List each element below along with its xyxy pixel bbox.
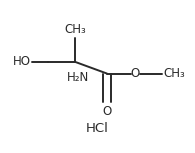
Text: HO: HO bbox=[13, 55, 31, 68]
Text: H₂N: H₂N bbox=[67, 71, 90, 84]
Text: O: O bbox=[102, 105, 112, 118]
Text: O: O bbox=[131, 67, 140, 80]
Text: CH₃: CH₃ bbox=[64, 23, 86, 36]
Text: CH₃: CH₃ bbox=[164, 67, 186, 80]
Text: HCl: HCl bbox=[86, 122, 109, 135]
